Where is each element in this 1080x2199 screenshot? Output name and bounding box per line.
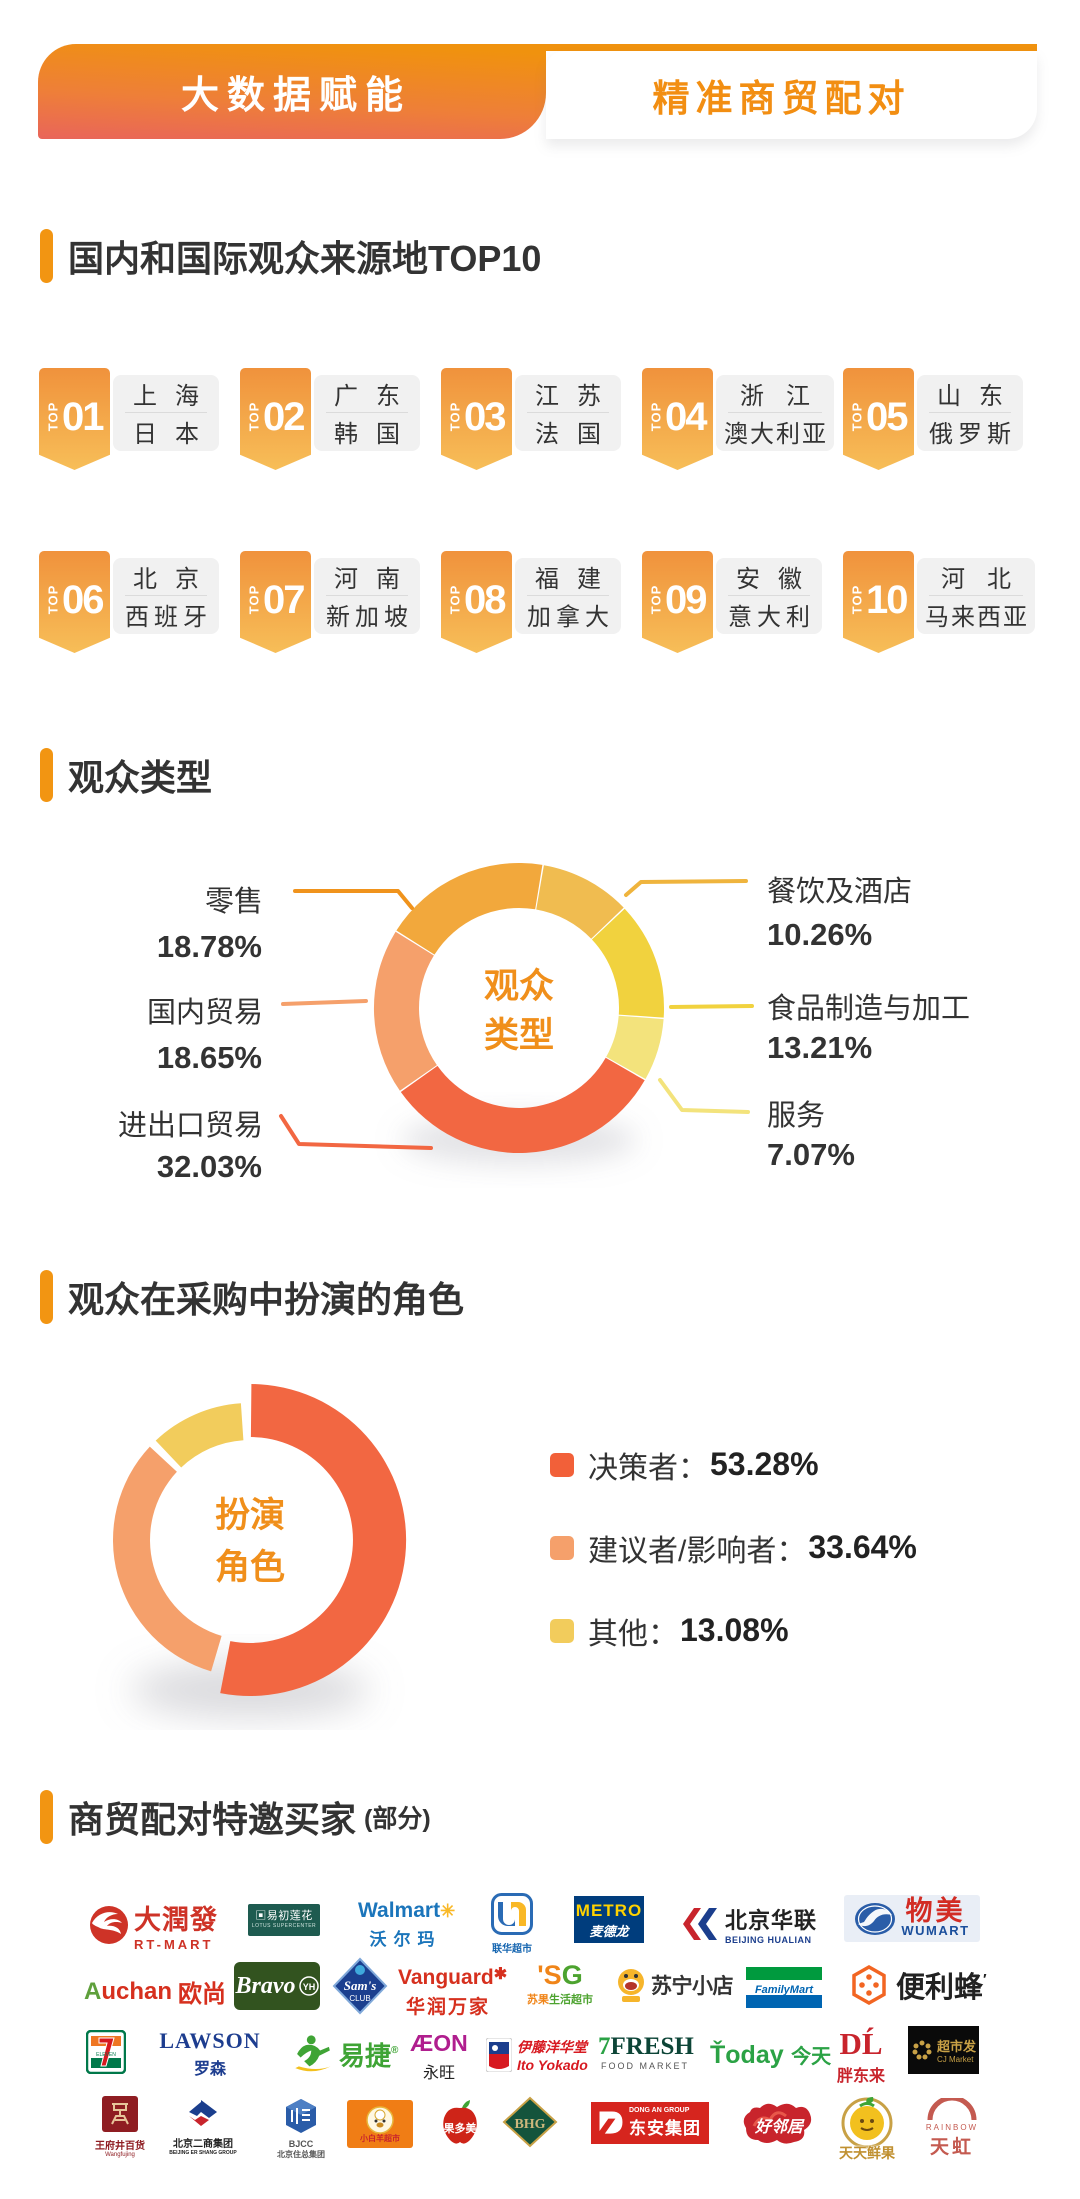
svg-text:YH: YH: [302, 1982, 315, 1992]
svg-text:Sam's: Sam's: [344, 1978, 377, 1993]
svg-text:果多美: 果多美: [443, 2121, 478, 2135]
svg-text:CLUB: CLUB: [349, 1994, 370, 2003]
svg-text:BHG: BHG: [514, 2117, 545, 2132]
svg-text:ELEVEN: ELEVEN: [96, 2052, 116, 2058]
svg-text:好邻居: 好邻居: [754, 2118, 805, 2136]
svg-text:小白羊超市: 小白羊超市: [360, 2133, 400, 2143]
